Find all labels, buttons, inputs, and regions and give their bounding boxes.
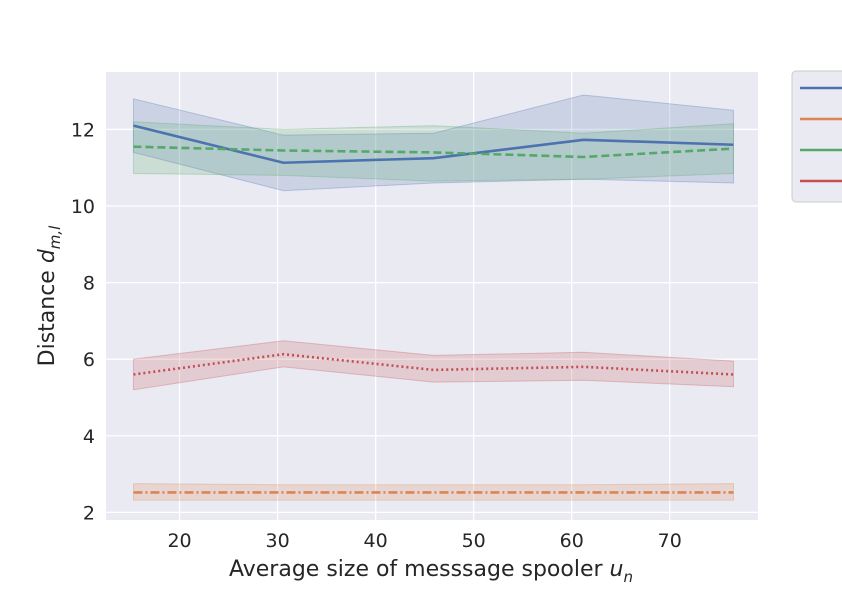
legend-entries xyxy=(800,86,842,183)
x-tick-label: 70 xyxy=(658,530,682,552)
x-tick-label: 50 xyxy=(462,530,486,552)
legend xyxy=(791,70,842,203)
x-tick-label: 60 xyxy=(560,530,584,552)
x-tick-label: 40 xyxy=(364,530,388,552)
y-tick-label: 10 xyxy=(71,196,95,218)
y-axis-label: Distance dm,l xyxy=(35,225,64,367)
x-tick-labels: 20 30 40 50 60 70 xyxy=(167,530,681,552)
series-lines xyxy=(133,124,734,494)
y-tick-label: 12 xyxy=(71,119,95,141)
series-line xyxy=(133,145,734,159)
x-tick-label: 30 xyxy=(265,530,289,552)
legend-box xyxy=(791,70,842,203)
y-tick-label: 8 xyxy=(83,273,95,295)
confidence-band xyxy=(132,94,734,192)
y-tick-label: 2 xyxy=(83,502,95,524)
x-tick-label: 20 xyxy=(167,530,191,552)
y-tick-labels: 2 4 6 8 10 12 xyxy=(71,119,95,524)
y-tick-label: 4 xyxy=(83,426,95,448)
series-line xyxy=(133,352,734,376)
confidence-band xyxy=(132,483,734,501)
y-tick-label: 6 xyxy=(83,349,95,371)
grid xyxy=(106,72,758,520)
x-axis-label: Average size of messsage spooler un xyxy=(229,557,633,586)
